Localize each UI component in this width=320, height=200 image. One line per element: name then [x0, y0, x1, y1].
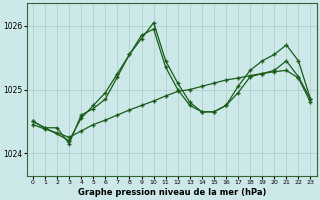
- X-axis label: Graphe pression niveau de la mer (hPa): Graphe pression niveau de la mer (hPa): [77, 188, 266, 197]
